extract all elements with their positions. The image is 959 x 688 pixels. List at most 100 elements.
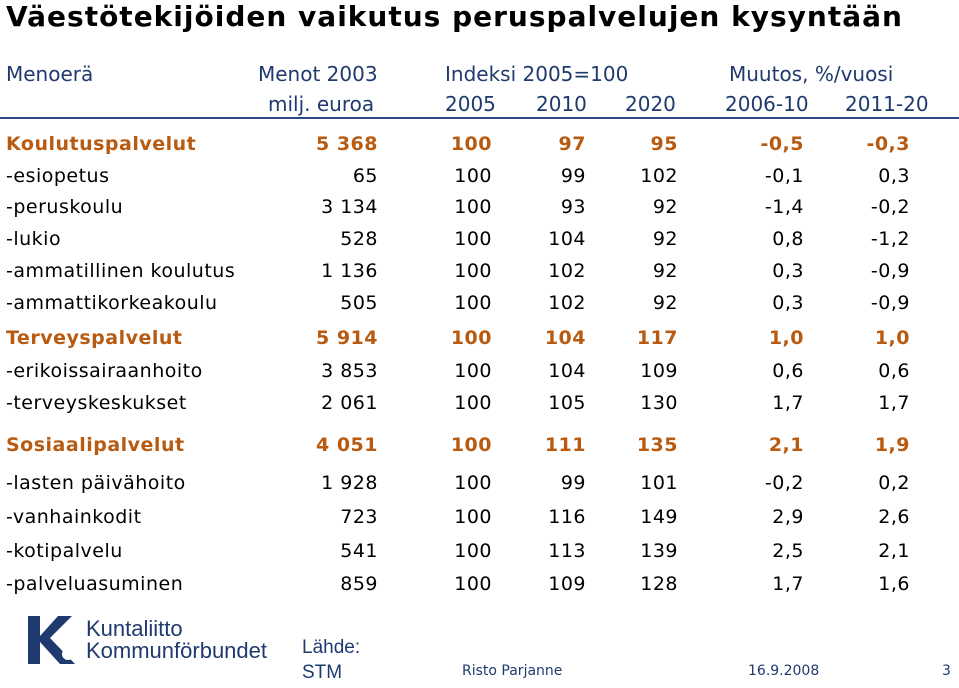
row-label: -erikoissairaanhoito [6, 360, 203, 382]
row-label: -terveyskeskukset [6, 392, 187, 414]
row-label: -peruskoulu [6, 196, 124, 218]
header-2020: 2020 [625, 92, 676, 116]
row-value-i2020: 139 [640, 540, 678, 562]
row-label: Terveyspalvelut [6, 327, 183, 349]
row-value-i2020: 117 [636, 327, 678, 349]
footer-page: 3 [942, 663, 951, 679]
header-2010: 2010 [536, 92, 587, 116]
row-value-i2005: 100 [450, 327, 492, 349]
row-value-i2010: 102 [548, 260, 586, 282]
row-value-menot: 65 [352, 165, 378, 187]
row-value-i2020: 92 [652, 228, 678, 250]
row-value-i2010: 97 [558, 133, 586, 155]
header-muutos: Muutos, %/vuosi [729, 62, 894, 86]
row-value-m1: 2,1 [768, 434, 804, 456]
row-value-m2: 1,9 [874, 434, 910, 456]
row-value-i2020: 128 [640, 573, 678, 595]
row-label: -kotipalvelu [6, 540, 123, 562]
header-rule [0, 117, 959, 119]
row-label: -palveluasuminen [6, 573, 184, 595]
row-value-i2005: 100 [454, 196, 492, 218]
row-value-i2020: 95 [650, 133, 678, 155]
row-value-i2010: 99 [560, 472, 586, 494]
row-value-menot: 5 368 [316, 133, 378, 155]
row-label: -lukio [6, 228, 62, 250]
row-label: -esiopetus [6, 165, 110, 187]
row-value-i2005: 100 [454, 228, 492, 250]
row-value-i2010: 104 [544, 327, 586, 349]
row-value-i2020: 109 [640, 360, 678, 382]
row-value-m1: -0,5 [760, 133, 804, 155]
source-value: STM [302, 662, 343, 683]
row-value-i2010: 113 [548, 540, 586, 562]
row-value-i2005: 100 [454, 472, 492, 494]
row-value-m1: -0,2 [764, 472, 804, 494]
row-value-m1: 0,3 [772, 260, 804, 282]
row-value-m1: 0,3 [772, 292, 804, 314]
row-value-i2020: 135 [636, 434, 678, 456]
row-value-i2010: 109 [548, 573, 586, 595]
row-value-i2010: 102 [548, 292, 586, 314]
row-value-m2: 0,3 [878, 165, 910, 187]
row-value-i2005: 100 [454, 360, 492, 382]
header-menot: Menot 2003 [258, 62, 378, 86]
kuntaliitto-logo: Kuntaliitto Kommunförbundet [20, 608, 280, 678]
row-label: -ammatillinen koulutus [6, 260, 236, 282]
row-value-i2005: 100 [454, 573, 492, 595]
row-label: -ammattikorkeakoulu [6, 292, 218, 314]
page-title: Väestötekijöiden vaikutus peruspalveluje… [6, 0, 903, 33]
row-value-i2005: 100 [454, 506, 492, 528]
row-value-menot: 528 [340, 228, 378, 250]
row-value-i2020: 92 [652, 292, 678, 314]
row-value-m2: -0,9 [870, 292, 910, 314]
row-value-m2: 1,7 [878, 392, 910, 414]
row-value-m2: 0,2 [878, 472, 910, 494]
row-value-m2: -1,2 [870, 228, 910, 250]
row-value-m2: 2,1 [878, 540, 910, 562]
row-value-i2010: 104 [548, 360, 586, 382]
row-value-m1: 1,7 [772, 573, 804, 595]
row-value-m1: 2,5 [772, 540, 804, 562]
row-value-i2005: 100 [454, 292, 492, 314]
row-value-menot: 723 [340, 506, 378, 528]
row-value-i2005: 100 [454, 540, 492, 562]
header-2011-20: 2011-20 [845, 92, 929, 116]
row-value-m1: 1,7 [772, 392, 804, 414]
source-label: Lähde: [302, 637, 361, 658]
row-value-menot: 4 051 [316, 434, 378, 456]
row-value-i2010: 105 [548, 392, 586, 414]
kuntaliitto-logo-icon [28, 616, 75, 664]
row-value-menot: 3 134 [321, 196, 378, 218]
row-value-i2020: 101 [640, 472, 678, 494]
row-label: Koulutuspalvelut [6, 133, 197, 155]
row-label: Sosiaalipalvelut [6, 434, 185, 456]
row-value-menot: 541 [340, 540, 378, 562]
row-value-i2010: 104 [548, 228, 586, 250]
row-value-i2020: 102 [640, 165, 678, 187]
row-value-i2005: 100 [450, 434, 492, 456]
row-value-i2020: 149 [640, 506, 678, 528]
row-value-i2005: 100 [454, 392, 492, 414]
row-value-m2: 1,6 [878, 573, 910, 595]
row-value-i2005: 100 [454, 165, 492, 187]
header-milj: milj. euroa [268, 92, 375, 116]
row-value-i2020: 92 [652, 196, 678, 218]
logo-line1: Kuntaliitto [86, 616, 183, 641]
row-value-menot: 5 914 [316, 327, 378, 349]
row-value-menot: 2 061 [321, 392, 378, 414]
row-value-m1: 0,6 [772, 360, 804, 382]
row-value-i2010: 116 [548, 506, 586, 528]
row-value-m1: 0,8 [772, 228, 804, 250]
row-label: -vanhainkodit [6, 506, 142, 528]
header-menoera: Menoerä [6, 62, 94, 86]
row-value-i2005: 100 [454, 260, 492, 282]
row-value-menot: 1 136 [321, 260, 378, 282]
row-value-m2: 0,6 [878, 360, 910, 382]
row-value-i2010: 99 [560, 165, 586, 187]
row-value-i2010: 111 [544, 434, 586, 456]
row-value-i2010: 93 [560, 196, 586, 218]
header-2005: 2005 [445, 92, 496, 116]
row-value-i2020: 92 [652, 260, 678, 282]
row-value-m2: 2,6 [878, 506, 910, 528]
row-value-menot: 3 853 [321, 360, 378, 382]
